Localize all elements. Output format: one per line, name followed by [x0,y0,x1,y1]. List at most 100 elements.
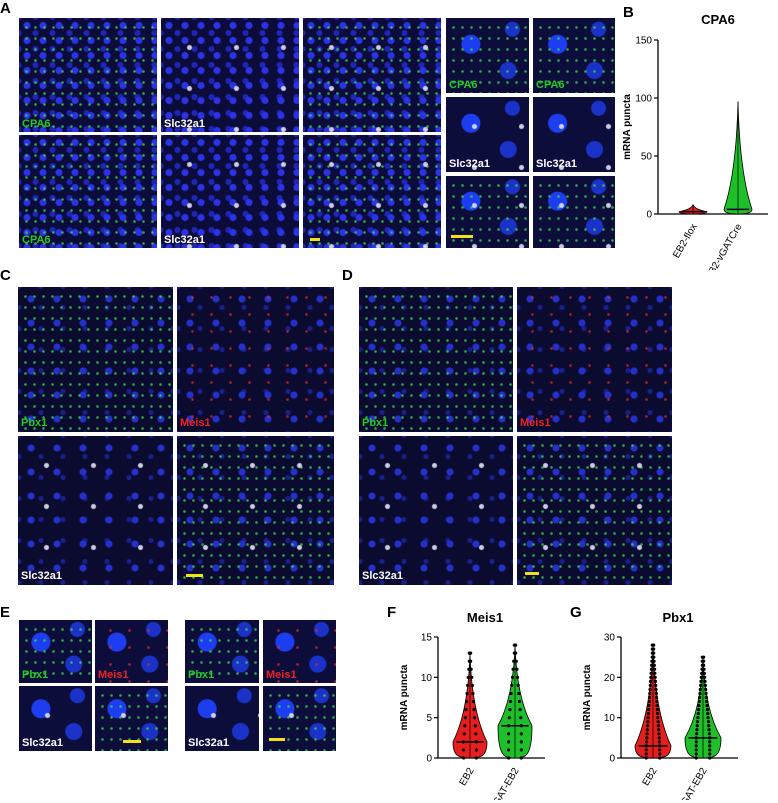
data-point [648,679,653,683]
label-meis1: Meis1 [180,417,211,429]
data-point [655,708,659,712]
y-tick-label: 20 [604,673,616,684]
data-point [646,712,651,716]
data-point [658,748,662,752]
label-cpa6: CPA6 [22,118,51,130]
data-point [473,724,477,728]
label-slc32a1: Slc32a1 [536,158,577,170]
data-point [469,659,473,663]
data-point [469,667,473,671]
data-point [507,732,511,736]
micrograph-e2-pbx1: Pbx1 [185,620,259,683]
data-point [470,675,474,679]
data-point [708,740,712,744]
data-point [519,716,523,720]
x-tick-label: EB2-flox [671,222,699,260]
panel-letter-c: C [0,267,11,284]
data-point [695,724,699,728]
y-tick-label: 10 [604,713,616,724]
micrograph-e1-slc32a1: Slc32a1 [19,686,92,751]
data-point [648,687,652,692]
data-point [470,683,474,687]
data-point [702,659,706,663]
panel-letter-a: A [0,0,11,17]
data-point [469,651,473,655]
data-point [702,655,706,659]
data-point [703,675,707,679]
label-pbx1: Pbx1 [21,417,48,429]
label-slc32a1: Slc32a1 [164,118,205,130]
micrograph-e2-slc32a1: Slc32a1 [185,686,259,751]
data-point [463,724,467,728]
data-point [694,756,698,760]
data-point [696,712,700,716]
data-point [650,663,654,667]
label-slc32a1: Slc32a1 [21,570,62,582]
data-point [658,752,662,756]
data-point [657,740,662,744]
data-point [655,699,659,704]
data-point [647,699,651,704]
data-point [474,740,478,744]
micrograph-e2-merge [263,686,336,751]
data-point [514,651,518,655]
data-point [655,712,660,716]
y-tick-label: 0 [426,754,432,765]
panel-letter-g: G [570,604,582,621]
micrograph-c-merge [177,436,334,585]
data-point [656,720,660,724]
data-point [508,708,512,712]
data-point [699,675,703,679]
data-point [658,756,662,760]
y-tick-label: 0 [609,754,615,765]
data-point [704,687,708,692]
data-point [645,736,649,740]
scale-bar [186,574,203,577]
data-point [657,732,661,736]
data-point [695,728,699,732]
data-point [509,691,513,696]
micrograph-e1-merge [95,686,168,751]
micrograph-e2-meis1: Meis1 [263,620,336,683]
data-point [507,748,511,752]
data-point [694,736,698,740]
data-point [698,695,702,700]
data-point [644,756,648,760]
data-point [652,651,656,655]
data-point [697,699,701,704]
data-point [644,740,649,744]
data-point [507,716,511,720]
y-axis-label: mRNA puncta [399,664,410,730]
data-point [694,740,698,744]
micrograph-c-slc32a1: Slc32a1 [18,436,173,585]
data-point [515,667,519,671]
label-meis1: Meis1 [520,417,551,429]
zoom-a-3: Slc32a1 [446,97,529,172]
data-point [464,699,469,704]
zoom-a-6 [533,176,615,248]
label-pbx1: Pbx1 [188,669,215,681]
data-point [646,724,650,728]
zoom-a-1: CPA6 [446,18,529,93]
data-point [653,667,657,671]
data-point [653,671,657,675]
data-point [514,659,518,663]
micrograph-d-meis1: Meis1 [517,287,672,432]
data-point [648,691,652,696]
data-point [647,708,651,712]
data-point [654,691,658,696]
data-point [471,691,475,696]
y-tick-label: 10 [421,673,433,684]
label-slc32a1: Slc32a1 [22,737,63,749]
y-tick-label: 30 [604,633,616,644]
x-tick-label: EB2 [641,766,660,788]
data-point [646,716,650,720]
data-point [697,708,701,712]
data-point [517,699,522,704]
data-point [707,732,712,736]
data-point [645,728,649,732]
zoom-a-5 [446,176,529,248]
data-point [644,744,648,748]
data-point [649,671,653,675]
data-point [654,683,658,687]
